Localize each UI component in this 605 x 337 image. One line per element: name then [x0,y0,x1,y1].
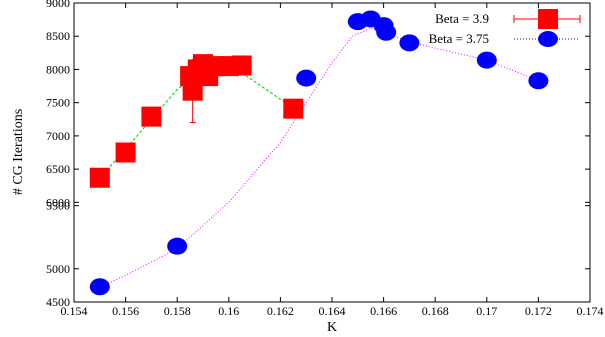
data-point-series-1-2 [141,106,162,127]
x-tick-label-8: 0.17 [476,304,497,318]
y-tick-label-1: 5000 [46,262,70,276]
legend-marker-series-2 [538,31,558,47]
y-axis-title: # CG Iterations [11,109,26,195]
y-tick-label-0: 4500 [46,295,70,309]
x-tick-label-0: 0.154 [61,304,88,318]
y-tick-label-4: 6500 [46,162,70,176]
data-point-series-2-6 [376,23,397,41]
x-tick-label-4: 0.162 [267,304,294,318]
x-tick-label-9: 0.172 [525,304,552,318]
data-point-series-1-11 [283,98,304,119]
data-point-series-2-8 [476,51,497,69]
data-point-series-1-1 [115,142,136,163]
data-point-series-2-7 [399,34,420,52]
y-tick-label-9: 9000 [46,0,70,10]
legend: Beta = 3.9 Beta = 3.75 [429,9,581,47]
data-point-series-2-2 [296,69,317,87]
x-tick-label-3: 0.16 [218,304,239,318]
y-tick-label-5: 7000 [46,129,70,143]
x-tick-label-10: 0.174 [577,304,604,318]
legend-label-series-2: Beta = 3.75 [429,31,489,46]
y-tick-label-3: 6000 [46,195,70,209]
data-point-series-2-0 [89,278,110,296]
x-axis-title: K [327,320,337,335]
axis-ticks: 0.154 0.156 0.158 0.16 0.162 0.164 0.166 0.168 0… [46,0,604,318]
x-tick-label-1: 0.156 [112,304,139,318]
y-tick-label-8: 8500 [46,29,70,43]
x-tick-label-2: 0.158 [164,304,191,318]
y-tick-label-7: 8000 [46,62,70,76]
data-point-series-1-0 [89,167,110,188]
data-point-series-2-1 [167,237,188,255]
x-tick-label-6: 0.166 [370,304,397,318]
x-tick-label-7: 0.168 [422,304,449,318]
fit-curve-series-2 [99,27,539,288]
y-tick-label-6: 7500 [46,96,70,110]
legend-label-series-1: Beta = 3.9 [435,11,489,26]
y-tick-label-2: 5500 [46,199,70,213]
plot-frame [73,2,591,303]
x-tick-label-5: 0.164 [319,304,346,318]
legend-marker-series-1 [538,9,558,29]
data-point-series-2-9 [528,72,549,90]
data-marks [89,10,549,296]
data-point-series-1-10 [231,55,252,76]
data-point-series-1-4 [182,80,203,101]
fit-curves [99,27,539,288]
